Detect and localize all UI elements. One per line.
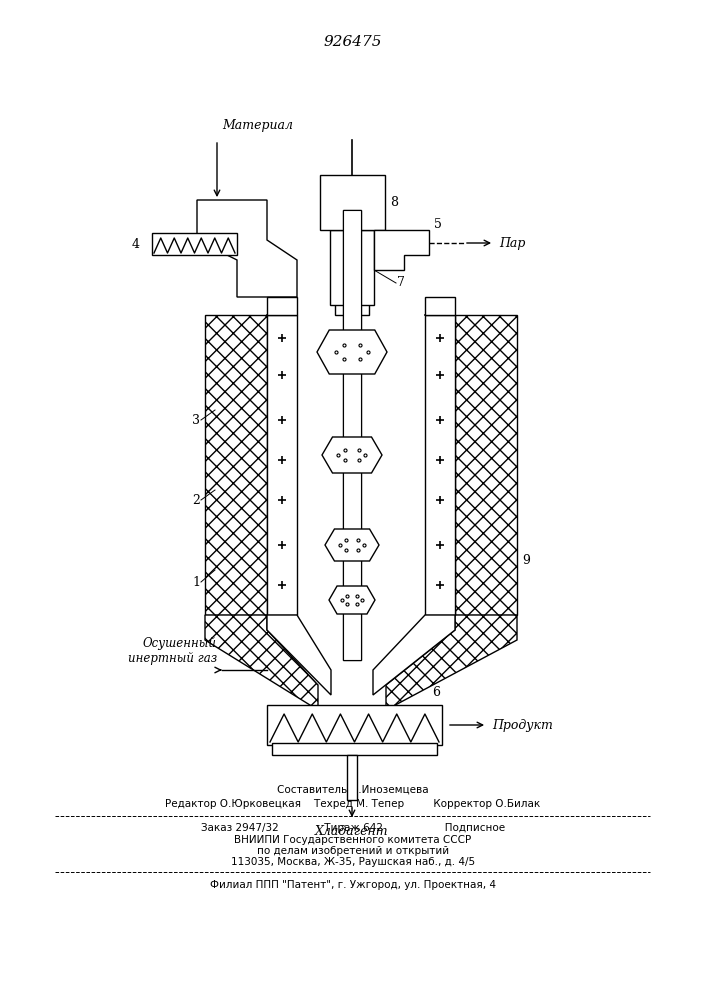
Text: 8: 8 bbox=[390, 196, 398, 210]
Text: 4: 4 bbox=[132, 238, 140, 251]
Bar bbox=[205, 315, 267, 615]
Text: Заказ 2947/32              Тираж 642                   Подписное: Заказ 2947/32 Тираж 642 Подписное bbox=[201, 823, 505, 833]
Bar bbox=[267, 315, 297, 615]
Polygon shape bbox=[205, 615, 318, 710]
Bar bbox=[455, 315, 517, 615]
Polygon shape bbox=[374, 230, 429, 270]
Bar bbox=[425, 297, 455, 315]
Bar bbox=[425, 315, 455, 615]
Text: 9: 9 bbox=[522, 554, 530, 566]
Bar bbox=[330, 230, 374, 305]
Text: 1: 1 bbox=[192, 576, 200, 588]
Polygon shape bbox=[325, 529, 379, 561]
Text: 7: 7 bbox=[397, 276, 405, 290]
Bar bbox=[267, 705, 442, 745]
Polygon shape bbox=[373, 615, 455, 695]
Polygon shape bbox=[317, 330, 387, 374]
Text: Продукт: Продукт bbox=[492, 718, 553, 732]
Polygon shape bbox=[197, 200, 297, 297]
Text: 926475: 926475 bbox=[324, 35, 382, 49]
Bar bbox=[335, 297, 369, 315]
Text: Хладагент: Хладагент bbox=[315, 825, 389, 838]
Text: Редактор О.Юрковецкая    Техред М. Тепер         Корректор О.Билак: Редактор О.Юрковецкая Техред М. Тепер Ко… bbox=[165, 799, 541, 809]
Text: Пар: Пар bbox=[499, 236, 525, 249]
Text: 113035, Москва, Ж-35, Раушская наб., д. 4/5: 113035, Москва, Ж-35, Раушская наб., д. … bbox=[231, 857, 475, 867]
Text: Осушенный
инертный газ: Осушенный инертный газ bbox=[128, 637, 217, 665]
Bar bbox=[347, 755, 357, 800]
Text: 5: 5 bbox=[434, 219, 442, 232]
Text: ВНИИПИ Государственного комитета СССР: ВНИИПИ Государственного комитета СССР bbox=[235, 835, 472, 845]
Bar bbox=[320, 175, 385, 230]
Text: 3: 3 bbox=[192, 414, 200, 426]
Bar bbox=[343, 210, 361, 660]
Text: 6: 6 bbox=[432, 686, 440, 700]
Text: 2: 2 bbox=[192, 493, 200, 506]
Text: Составитель И.Иноземцева: Составитель И.Иноземцева bbox=[277, 785, 429, 795]
Polygon shape bbox=[267, 615, 331, 695]
Bar bbox=[272, 743, 437, 755]
Text: Материал: Материал bbox=[222, 119, 293, 132]
Polygon shape bbox=[322, 437, 382, 473]
Bar bbox=[343, 210, 361, 660]
Polygon shape bbox=[329, 586, 375, 614]
Text: по делам изобретений и открытий: по делам изобретений и открытий bbox=[257, 846, 449, 856]
Text: Филиал ППП "Патент", г. Ужгород, ул. Проектная, 4: Филиал ППП "Патент", г. Ужгород, ул. Про… bbox=[210, 880, 496, 890]
Polygon shape bbox=[386, 615, 517, 710]
Bar bbox=[267, 297, 297, 315]
Bar bbox=[152, 233, 237, 255]
